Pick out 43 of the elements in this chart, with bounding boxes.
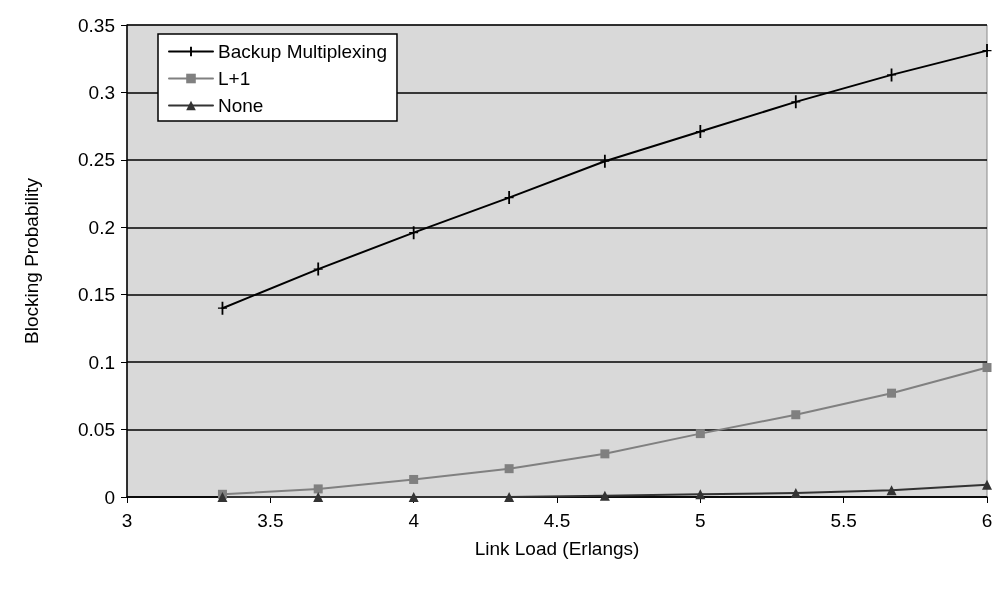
point bbox=[791, 410, 801, 420]
y-tick-label: 0.25 bbox=[78, 149, 115, 171]
point bbox=[504, 191, 514, 205]
point bbox=[600, 154, 610, 168]
x-tick-label: 6 bbox=[981, 510, 993, 531]
y-tick-label: 0.35 bbox=[78, 14, 115, 36]
point bbox=[887, 388, 897, 398]
point bbox=[695, 429, 705, 439]
x-tick-label: 4.5 bbox=[543, 510, 571, 531]
point bbox=[600, 449, 610, 459]
point bbox=[313, 262, 323, 276]
legend-label: L+1 bbox=[218, 68, 251, 89]
x-axis-title: Link Load (Erlangs) bbox=[474, 538, 640, 559]
point bbox=[504, 464, 514, 474]
y-tick-label: 0.1 bbox=[88, 351, 115, 373]
point bbox=[982, 479, 992, 490]
y-axis-title: Blocking Probability bbox=[21, 177, 42, 344]
legend-label: None bbox=[218, 95, 264, 116]
point bbox=[695, 489, 706, 500]
legend-label: Backup Multiplexing bbox=[218, 41, 387, 62]
point bbox=[982, 44, 992, 58]
point bbox=[408, 492, 419, 502]
point bbox=[504, 492, 515, 502]
y-tick-label: 0.05 bbox=[78, 419, 115, 441]
point bbox=[313, 492, 324, 502]
x-tick-label: 5 bbox=[695, 510, 706, 531]
x-tick-label: 3 bbox=[121, 510, 133, 531]
point bbox=[982, 363, 992, 373]
point bbox=[409, 226, 419, 240]
y-tick-label: 0 bbox=[104, 486, 115, 508]
point bbox=[695, 125, 705, 139]
point bbox=[791, 95, 801, 109]
y-tick-label: 0.3 bbox=[88, 81, 115, 103]
point bbox=[886, 485, 897, 496]
point bbox=[599, 490, 610, 501]
point bbox=[790, 487, 801, 498]
y-tick-label: 0.15 bbox=[78, 284, 115, 306]
x-tick-label: 3.5 bbox=[257, 510, 284, 531]
x-tick-label: 4 bbox=[408, 510, 420, 531]
x-tick-label: 5.5 bbox=[830, 510, 857, 531]
point bbox=[409, 474, 419, 484]
point bbox=[313, 484, 323, 494]
y-tick-label: 0.2 bbox=[88, 216, 115, 238]
